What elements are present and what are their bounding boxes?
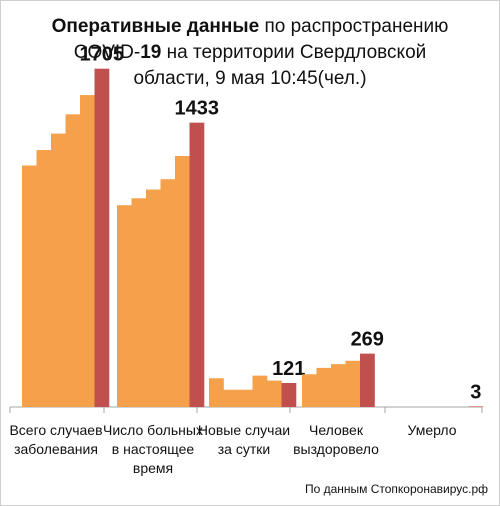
data-label-recovered: 269 [351,329,384,351]
bar-history-active [117,205,132,407]
title-part3: COVID- [73,42,141,63]
bar-history-recovered [345,360,361,407]
title-line3: области, 9 мая 10:45(чел.) [133,68,367,89]
category-label-active: Число больных в настоящее время [103,422,203,476]
bar-history-recovered [331,364,346,407]
bar-history-total [22,165,37,407]
bar-history-total [65,114,81,407]
bar-history-recovered [316,367,332,407]
bar-current-active [189,122,205,407]
bar-history-active [160,179,176,407]
chart-title: Оперативные данные по распространению CO… [0,14,500,92]
category-label-total: Всего случаев заболевания [9,422,103,457]
bar-history-active [146,189,161,407]
bar-history-total [51,133,66,407]
data-label-died: 3 [470,381,481,403]
bar-history-new [267,380,282,407]
bar-history-new [252,375,268,407]
title-part1: Оперативные данные [51,16,260,37]
title-part4: 19 [140,42,162,63]
category-label-died: Умерло [407,422,457,438]
bar-current-total [94,68,110,407]
bar-history-new [238,389,253,407]
bar-history-recovered [302,374,317,407]
data-label-new: 121 [272,358,305,380]
bar-current-recovered [360,353,375,407]
category-label-recovered: Человек выздоровело [293,422,379,457]
title-part5: на территории Свердловской [161,42,427,63]
source-note: По данным Стопкоронавирус.рф [304,482,488,496]
bar-history-total [80,95,95,408]
title-part2: по распространению [259,16,449,37]
bar-history-new [209,378,224,407]
bar-history-total [36,150,52,407]
category-label-new: Новые случаи за сутки [197,422,291,457]
bar-current-new [281,382,297,407]
data-label-active: 1433 [175,98,220,120]
bar-history-active [131,198,147,407]
bar-current-died [468,406,484,407]
data-label-total: 1705 [80,44,125,66]
bar-history-active [175,155,190,407]
bar-history-new [223,389,239,407]
